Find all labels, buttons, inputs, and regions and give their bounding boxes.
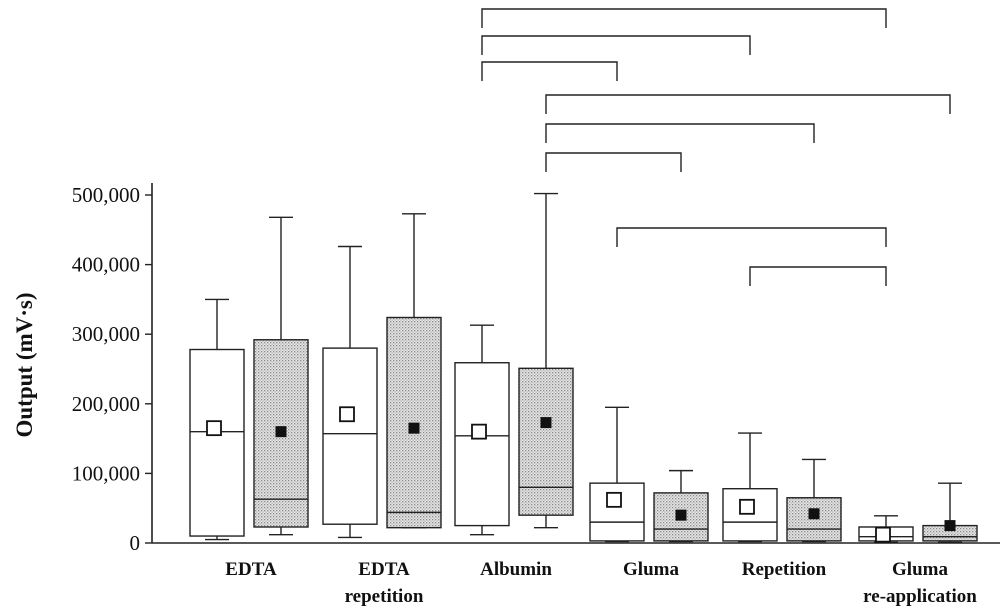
- y-tick-label: 0: [130, 531, 141, 555]
- significance-brackets: [481, 8, 951, 286]
- box-group: [189, 216, 309, 541]
- mean-marker-open: [739, 498, 755, 515]
- category-label-line: Gluma: [623, 559, 679, 580]
- significance-bracket: [616, 227, 887, 247]
- box-group: [858, 482, 978, 544]
- category-label: EDTA repetition: [345, 559, 424, 607]
- mean-marker-filled: [808, 508, 820, 520]
- y-tick-label: 200,000: [72, 392, 140, 416]
- y-tick-label: 500,000: [72, 183, 140, 207]
- category-label: Gluma re-application: [863, 559, 977, 607]
- y-tick-label: 100,000: [72, 461, 140, 485]
- significance-bracket: [545, 152, 682, 172]
- left-box: [589, 482, 645, 542]
- category-labels: EDTA EDTA repetition Albumin Gluma Repetition…: [225, 559, 977, 607]
- y-tick-label: 300,000: [72, 322, 140, 346]
- mean-marker-open: [471, 423, 487, 440]
- left-box: [454, 362, 510, 527]
- category-label-line: EDTA: [358, 559, 410, 580]
- box-group: [322, 213, 442, 539]
- significance-bracket: [481, 35, 751, 55]
- mean-marker-open: [606, 491, 622, 508]
- mean-marker-open: [875, 526, 891, 543]
- y-axis-label: Output (mV·s): [12, 292, 37, 437]
- significance-bracket: [545, 94, 951, 114]
- significance-bracket: [481, 8, 887, 28]
- category-label-line: EDTA: [225, 559, 277, 580]
- y-tick-label: 400,000: [72, 253, 140, 277]
- significance-bracket: [545, 123, 815, 143]
- mean-marker-open: [339, 406, 355, 423]
- category-label: EDTA: [225, 559, 277, 580]
- mean-marker-filled: [275, 426, 287, 438]
- y-axis: 0 100,000 200,000 300,000 400,000 500,000: [72, 183, 1000, 555]
- box-groups: [189, 192, 978, 544]
- left-box: [722, 488, 778, 542]
- right-box: [518, 367, 574, 516]
- significance-bracket: [481, 61, 618, 81]
- category-label-line: re-application: [863, 586, 977, 607]
- category-label: Gluma: [623, 559, 679, 580]
- category-label-line: Albumin: [480, 559, 552, 580]
- mean-marker-filled: [675, 509, 687, 521]
- mean-marker-filled: [540, 417, 552, 429]
- box-group: [454, 192, 574, 536]
- box-group: [722, 432, 842, 543]
- left-box: [322, 347, 378, 525]
- mean-marker-filled: [944, 520, 956, 532]
- significance-bracket: [749, 266, 887, 286]
- right-box: [786, 497, 842, 542]
- category-label: Albumin: [480, 559, 552, 580]
- category-label-line: Repetition: [742, 559, 827, 580]
- category-label: Repetition: [742, 559, 827, 580]
- mean-marker-open: [206, 420, 222, 437]
- left-box: [189, 348, 245, 537]
- category-label-line: Gluma: [892, 559, 948, 580]
- box-group: [589, 406, 709, 543]
- right-box: [386, 316, 442, 529]
- mean-marker-filled: [408, 422, 420, 434]
- category-label-line: repetition: [345, 586, 424, 607]
